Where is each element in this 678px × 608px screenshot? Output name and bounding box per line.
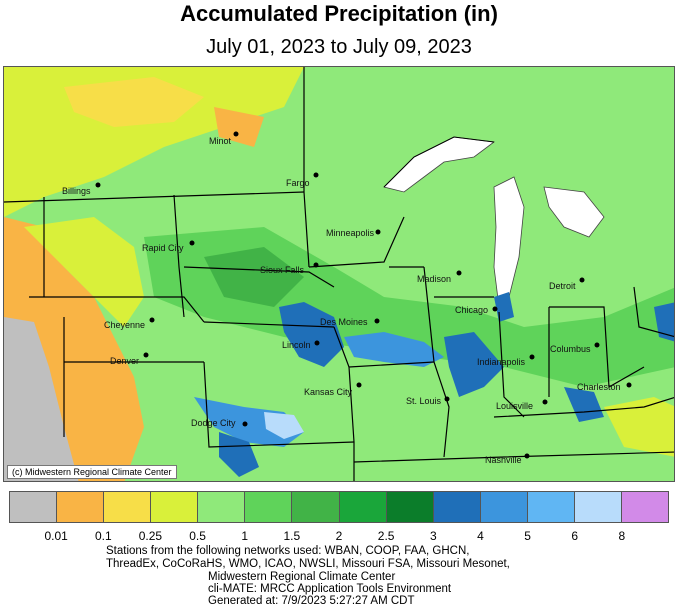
legend-tick-7: 2.5 (377, 529, 395, 543)
legend-swatch-5 (245, 492, 293, 522)
legend-tick-10: 5 (524, 529, 531, 543)
legend-tick-6: 2 (335, 529, 343, 543)
city-label-dodge-city: Dodge City (191, 418, 236, 428)
precip-zone-nw2 (64, 77, 204, 127)
city-label-des-moines: Des Moines (320, 317, 368, 327)
precip-zone-sd (204, 247, 304, 307)
legend-swatch-12 (574, 492, 623, 522)
legend-tick-3: 0.5 (189, 529, 206, 543)
credits-line-4: cli-MATE: MRCC Application Tools Environ… (208, 583, 452, 595)
city-markers (95, 131, 632, 459)
credits-line-2: ThreadEx, CoCoRaHS, WMO, ICAO, NWSLI, Mi… (106, 558, 510, 570)
city-label-rapid-city: Rapid City (142, 243, 184, 253)
legend-swatch-7 (339, 492, 387, 522)
heavy-rain-ky (564, 387, 604, 422)
city-label-louisville: Louisville (496, 401, 533, 411)
heavy-rain-ok (219, 432, 259, 477)
city-label-fargo: Fargo (286, 178, 310, 188)
heavy-rain-il (444, 332, 504, 397)
legend-swatch-2 (104, 492, 152, 522)
city-label-st-louis: St. Louis (406, 396, 442, 406)
city-label-lincoln: Lincoln (282, 340, 311, 350)
legend-tick-5: 1.5 (283, 529, 301, 543)
legend-swatch-10 (480, 492, 528, 522)
map-canvas: Minot Billings Fargo Rapid City Minneapo… (4, 67, 674, 481)
city-label-denver: Denver (110, 356, 139, 366)
heavy-rain-ne (279, 302, 344, 367)
legend-tick-8: 3 (429, 529, 437, 543)
precip-zone-wv (604, 397, 674, 457)
city-label-madison: Madison (417, 274, 451, 284)
city-label-kansas-city: Kansas City (304, 387, 353, 397)
city-label-chicago: Chicago (455, 305, 488, 315)
city-label-billings: Billings (62, 186, 91, 196)
legend-tick-0: 0.01 (44, 529, 68, 543)
legend-swatch-0 (10, 492, 58, 522)
precip-legend (9, 491, 669, 523)
city-labels: Minot Billings Fargo Rapid City Minneapo… (62, 136, 621, 465)
credits-line-1: Stations from the following networks use… (106, 545, 470, 557)
state-boundaries (4, 67, 674, 481)
city-label-columbus: Columbus (550, 344, 591, 354)
map-copyright: (c) Midwestern Regional Climate Center (7, 465, 177, 479)
city-label-sioux-falls: Sioux Falls (260, 265, 305, 275)
city-label-nashville: Nashville (485, 455, 522, 465)
legend-tick-1: 0.1 (94, 529, 112, 543)
city-label-minot: Minot (209, 136, 232, 146)
credits-line-3: Midwestern Regional Climate Center (208, 571, 396, 583)
city-label-detroit: Detroit (549, 281, 576, 291)
date-range-subtitle: July 01, 2023 to July 09, 2023 (206, 36, 472, 58)
legend-swatch-3 (151, 492, 199, 522)
heavy-rain-ia (344, 332, 444, 367)
legend-tick-9: 4 (477, 529, 484, 543)
city-label-cheyenne: Cheyenne (104, 320, 145, 330)
precipitation-map[interactable]: Minot Billings Fargo Rapid City Minneapo… (3, 66, 675, 482)
legend-swatch-13 (622, 492, 669, 522)
legend-swatch-6 (292, 492, 340, 522)
legend-swatch-4 (198, 492, 246, 522)
city-label-charleston: Charleston (577, 382, 621, 392)
legend-tick-12: 8 (618, 529, 626, 543)
legend-swatch-9 (433, 492, 481, 522)
no-data-zone (4, 317, 79, 481)
legend-tick-11: 6 (571, 529, 579, 543)
legend-ticks: 0.01 0.1 0.25 0.5 1 1.5 2 2.5 3 4 5 6 8 (9, 529, 669, 545)
legend-swatch-11 (527, 492, 575, 522)
precip-zone-mo (384, 422, 474, 472)
lake-huron (543, 186, 605, 238)
lake-outlines (383, 136, 495, 188)
credits-line-5: Generated at: 7/9/2023 5:27:27 AM CDT (208, 595, 415, 607)
heavy-rain-oh (654, 302, 674, 342)
precip-zone-wy (24, 217, 144, 327)
map-title: Accumulated Precipitation (in) (180, 1, 498, 26)
city-label-indianapolis: Indianapolis (477, 357, 526, 367)
city-label-minneapolis: Minneapolis (326, 228, 375, 238)
precip-zone-nd (214, 107, 264, 147)
heavy-rain-ks-peak (264, 412, 304, 439)
legend-tick-4: 1 (241, 529, 249, 543)
legend-swatch-8 (386, 492, 434, 522)
legend-swatch-1 (57, 492, 105, 522)
legend-tick-2: 0.25 (138, 529, 163, 543)
